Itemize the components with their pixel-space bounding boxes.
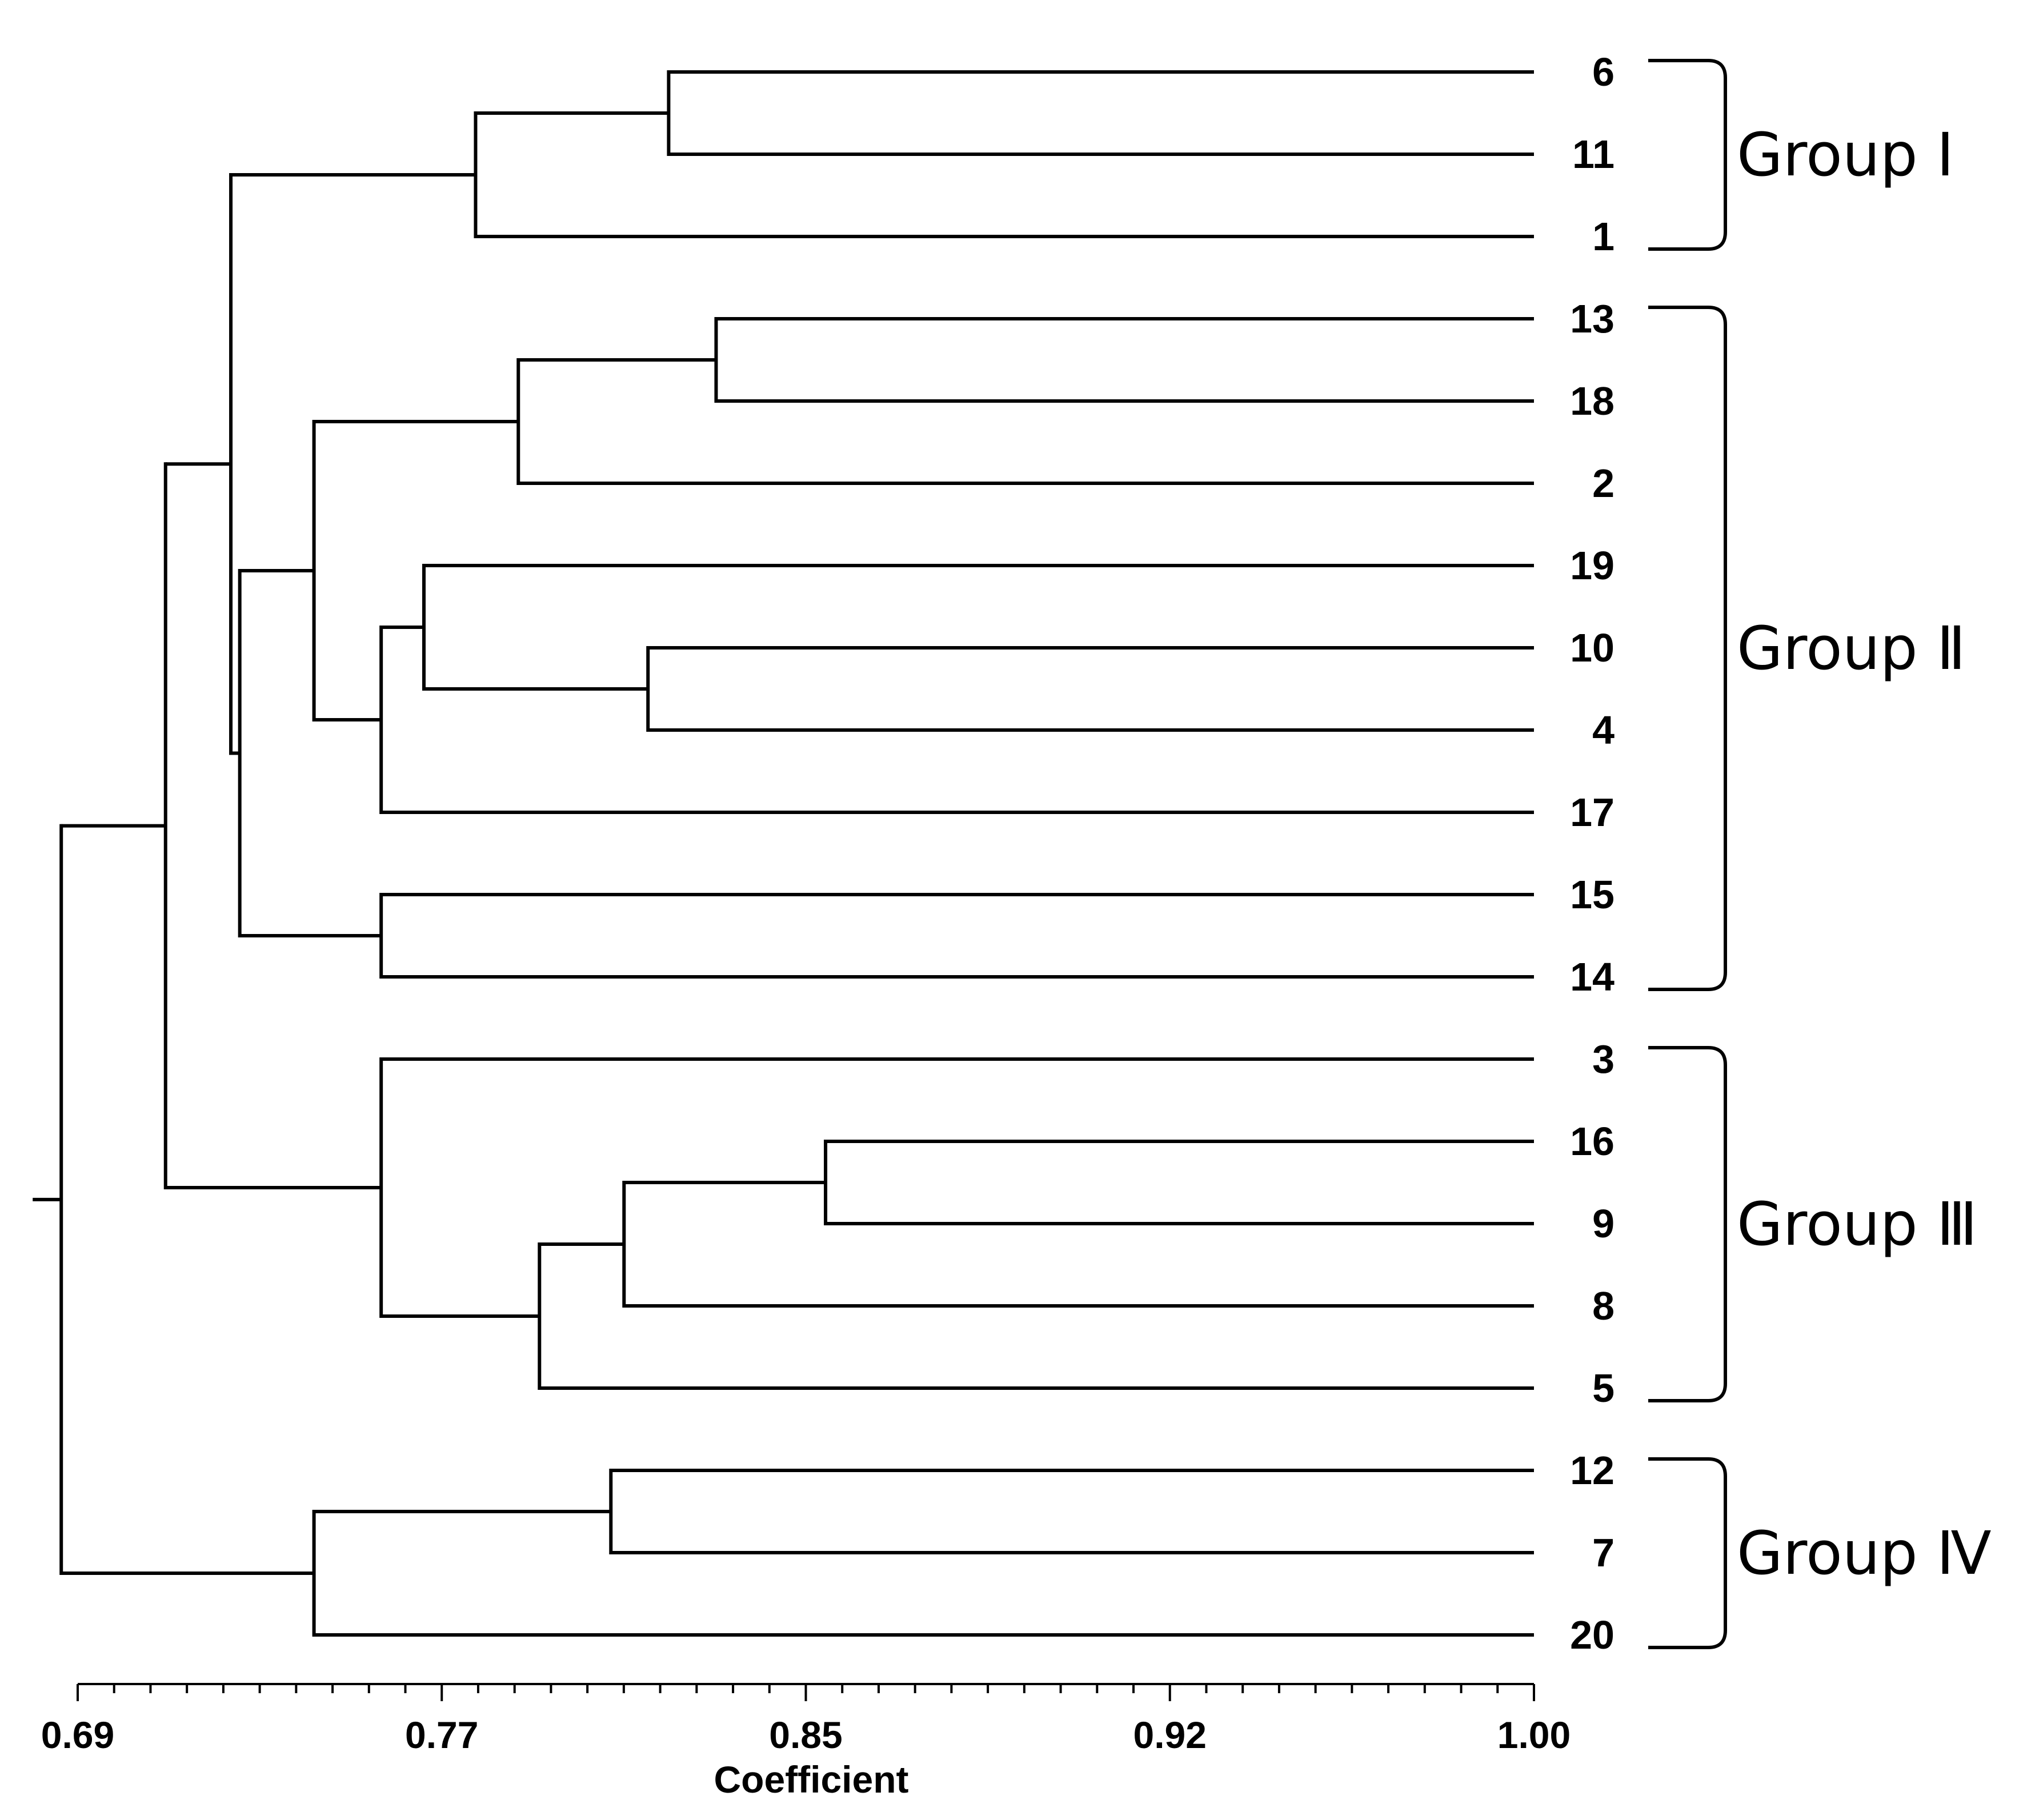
leaf-label: 20	[1570, 1613, 1615, 1657]
leaf-label: 12	[1570, 1448, 1615, 1493]
leaf-label: 8	[1592, 1284, 1615, 1328]
leaf-label: 14	[1570, 955, 1615, 999]
axis-ticks	[77, 1684, 1535, 1701]
leaf-label: 9	[1592, 1201, 1615, 1246]
axis-title: Coefficient	[714, 1758, 908, 1801]
group-bracket	[1648, 59, 1727, 251]
coefficient-axis: 0.69 0.77 0.85 0.92 1.00 Coefficient	[41, 1683, 1571, 1801]
group-brackets: Group Ⅰ Group Ⅱ Group Ⅲ Group Ⅳ	[1648, 59, 1992, 1649]
leaf-label: 3	[1592, 1037, 1615, 1081]
group-bracket	[1648, 1046, 1727, 1402]
leaf-label: 17	[1570, 790, 1615, 835]
leaf-label: 7	[1592, 1530, 1615, 1575]
tick-label: 0.77	[405, 1714, 478, 1756]
group-bracket	[1648, 306, 1727, 991]
tick-label: 0.85	[769, 1714, 842, 1756]
leaf-label: 5	[1592, 1366, 1615, 1410]
leaf-label: 11	[1572, 132, 1615, 177]
leaf-label: 10	[1570, 626, 1615, 670]
group-bracket	[1648, 1457, 1727, 1649]
tick-label: 0.92	[1133, 1714, 1207, 1756]
leaf-label: 2	[1592, 461, 1615, 506]
group-label: Group Ⅲ	[1737, 1189, 1977, 1259]
leaf-label: 18	[1570, 379, 1615, 423]
leaf-label: 6	[1592, 50, 1615, 94]
leaf-label: 1	[1592, 214, 1615, 259]
leaf-label: 4	[1592, 708, 1615, 752]
axis-tick-labels: 0.69 0.77 0.85 0.92 1.00	[41, 1714, 1571, 1756]
leaf-label: 16	[1570, 1119, 1615, 1164]
group-label: Group Ⅱ	[1737, 614, 1966, 683]
dendrogram-branches	[33, 70, 1534, 1637]
leaf-label: 15	[1570, 872, 1615, 917]
group-label: Group Ⅰ	[1737, 120, 1954, 190]
tick-label: 0.69	[41, 1714, 114, 1756]
leaf-label: 19	[1570, 543, 1615, 588]
group-label: Group Ⅳ	[1737, 1518, 1992, 1588]
tick-label: 1.00	[1497, 1714, 1571, 1756]
leaf-label: 13	[1570, 296, 1615, 341]
